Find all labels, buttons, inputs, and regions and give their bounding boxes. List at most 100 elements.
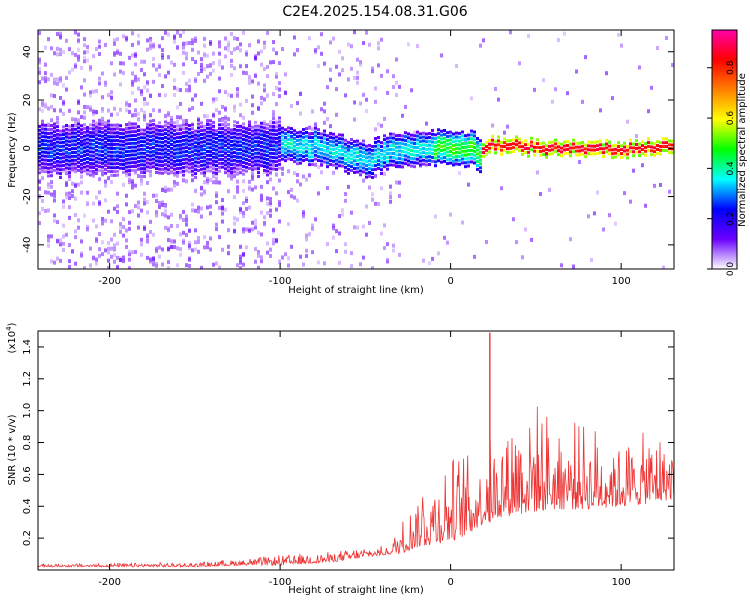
spectrogram-band-cell: [311, 151, 314, 155]
spectrogram-band-cell: [92, 142, 95, 146]
spectrogram-band-cell: [368, 155, 371, 159]
spectrogram-noise-cell: [65, 191, 68, 196]
spectrogram-band-cell: [245, 158, 248, 162]
spectrogram-noise-cell: [290, 104, 293, 109]
spectrogram-band-cell: [200, 163, 203, 167]
spectrogram-band-cell: [353, 170, 356, 174]
spectrogram-band-cell: [185, 157, 188, 161]
spectrogram-noise-cell: [221, 198, 224, 203]
spectrogram-noise-cell: [239, 113, 242, 118]
spectrogram-noise-cell: [161, 212, 164, 217]
spectrogram-noise-cell: [512, 217, 515, 222]
spectrogram-noise-cell: [227, 128, 230, 133]
spectrogram-band-cell: [89, 161, 92, 165]
spectrogram-noise-cell: [236, 46, 239, 51]
spectrogram-noise-cell: [176, 45, 179, 50]
spectrogram-noise-cell: [356, 225, 359, 230]
spectrogram-noise-cell: [128, 220, 131, 225]
spectrogram-band-cell: [74, 123, 77, 127]
spectrogram-band-cell: [404, 142, 407, 146]
spectrogram-band-cell: [410, 149, 413, 153]
spectrogram-band-cell: [77, 153, 80, 157]
spectrogram-band-cell: [89, 150, 92, 154]
spectrogram-band-cell: [617, 152, 620, 156]
spectrogram-band-cell: [551, 140, 554, 144]
spectrogram-band-cell: [50, 135, 53, 139]
spectrogram-noise-cell: [299, 182, 302, 187]
spectrogram-noise-cell: [278, 201, 281, 206]
spectrogram-band-cell: [473, 134, 476, 138]
spectrogram-noise-cell: [137, 205, 140, 210]
spectrogram-band-cell: [119, 131, 122, 135]
spectrogram-band-cell: [290, 134, 293, 138]
spectrogram-band-cell: [668, 143, 671, 147]
spectrogram-band-cell: [374, 167, 377, 171]
spectrogram-band-cell: [68, 171, 71, 175]
spectrogram-noise-cell: [191, 248, 194, 253]
spectrogram-band-cell: [110, 150, 113, 154]
spectrogram-band-cell: [362, 154, 365, 158]
spectrogram-band-cell: [392, 163, 395, 167]
spectrogram-noise-cell: [323, 261, 326, 266]
spectrogram-noise-cell: [176, 223, 179, 228]
spectrogram-noise-cell: [152, 232, 155, 237]
spectrogram-noise-cell: [104, 179, 107, 184]
spectrogram-noise-cell: [83, 43, 86, 48]
spectrogram-noise-cell: [44, 62, 47, 67]
spectrogram-noise-cell: [230, 93, 233, 98]
spectrogram-band-cell: [395, 149, 398, 153]
spectrogram-band-cell: [395, 145, 398, 149]
spectrogram-band-cell: [89, 138, 92, 142]
spectrogram-band-cell: [197, 130, 200, 134]
spectrogram-band-cell: [314, 142, 317, 146]
spectrogram-band-cell: [380, 164, 383, 168]
spectrogram-band-cell: [257, 151, 260, 155]
spectrogram-noise-cell: [176, 119, 179, 124]
spectrogram-band-cell: [44, 154, 47, 158]
spectrogram-band-cell: [473, 130, 476, 134]
spectrogram-band-cell: [200, 152, 203, 156]
spectrogram-band-cell: [50, 131, 53, 135]
spectrogram-band-cell: [152, 165, 155, 169]
spectrogram-band-cell: [59, 156, 62, 160]
spectrogram-noise-cell: [395, 180, 398, 185]
spectrogram-band-cell: [155, 155, 158, 159]
spectrogram-band-cell: [455, 147, 458, 151]
spectrogram-band-cell: [47, 170, 50, 174]
spectrogram-noise-cell: [290, 244, 293, 249]
spectrogram-noise-cell: [668, 189, 671, 194]
spectrogram-band-cell: [443, 144, 446, 148]
spectrogram-noise-cell: [62, 199, 65, 204]
spectrogram-band-cell: [56, 121, 59, 125]
spectrogram-band-cell: [143, 132, 146, 136]
spectrogram-band-cell: [104, 133, 107, 137]
spectrogram-band-cell: [317, 151, 320, 155]
spectrogram-noise-cell: [194, 146, 197, 151]
spectrogram-noise-cell: [359, 60, 362, 65]
spectrogram-band-cell: [155, 132, 158, 136]
spectrogram-noise-cell: [149, 257, 152, 262]
spectrogram-noise-cell: [221, 219, 224, 224]
spectrogram-band-cell: [272, 140, 275, 144]
spectrogram-band-cell: [233, 151, 236, 155]
spectrogram-noise-cell: [341, 212, 344, 217]
spectrogram-band-cell: [140, 159, 143, 163]
spectrogram-noise-cell: [98, 44, 101, 49]
spectrogram-noise-cell: [293, 130, 296, 135]
spectrogram-y-tick-label: 40: [22, 45, 33, 58]
spectrogram-band-cell: [383, 141, 386, 145]
spectrogram-band-cell: [437, 139, 440, 143]
spectrogram-band-cell: [242, 153, 245, 157]
spectrogram-band-cell: [377, 159, 380, 163]
spectrogram-band-cell: [41, 150, 44, 154]
spectrogram-band-cell: [623, 149, 626, 153]
spectrogram-band-cell: [605, 150, 608, 154]
spectrogram-noise-cell: [89, 93, 92, 98]
spectrogram-band-cell: [56, 156, 59, 160]
spectrogram-band-cell: [476, 156, 479, 160]
spectrogram-band-cell: [374, 152, 377, 156]
spectrogram-band-cell: [38, 144, 41, 148]
spectrogram-band-cell: [224, 128, 227, 132]
spectrogram-band-cell: [284, 147, 287, 151]
spectrogram-band-cell: [221, 138, 224, 142]
